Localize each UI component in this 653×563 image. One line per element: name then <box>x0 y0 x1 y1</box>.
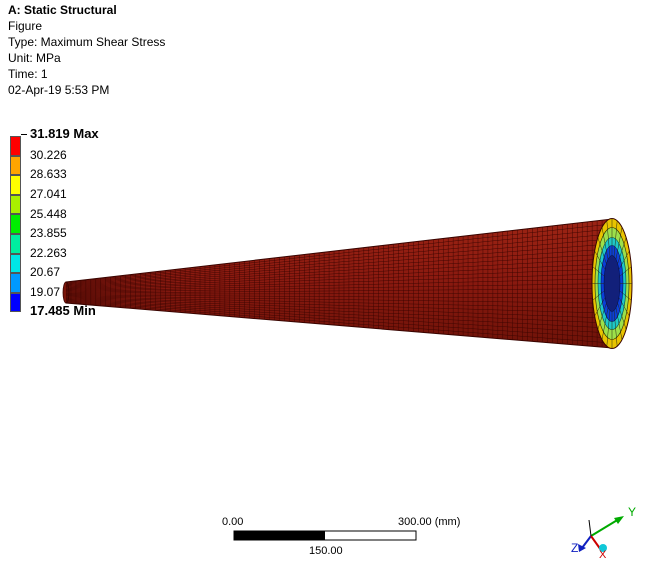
legend-swatch-9 <box>10 292 21 313</box>
legend-level-7: 20.67 <box>30 265 61 279</box>
legend-tick-max <box>21 134 27 135</box>
legend-level-4: 25.448 <box>30 207 67 221</box>
legend-swatch-1 <box>10 136 21 156</box>
mesh-lines <box>66 219 612 348</box>
triad-x-label: X <box>599 549 607 561</box>
result-unit: Unit: MPa <box>8 51 61 65</box>
legend-level-3: 27.041 <box>30 187 67 201</box>
legend-min-label: 17.485 Min <box>30 303 96 318</box>
legend-swatch-6 <box>10 234 21 254</box>
result-timestamp: 02-Apr-19 5:53 PM <box>8 83 110 97</box>
legend-swatch-7 <box>10 253 21 274</box>
scale-right-label: 300.00 (mm) <box>398 516 461 528</box>
result-time: Time: 1 <box>8 67 48 81</box>
legend-level-1: 30.226 <box>30 148 67 162</box>
legend-level-5: 23.855 <box>30 226 67 240</box>
legend-level-6: 22.263 <box>30 246 67 260</box>
tube-end-face <box>591 218 633 349</box>
analysis-title: A: Static Structural <box>8 3 117 17</box>
triad-z-axis <box>581 535 592 549</box>
triad-y-label: Y <box>628 505 637 519</box>
tapered-tube-body[interactable] <box>62 218 613 349</box>
figure-label: Figure <box>8 19 43 33</box>
legend-level-2: 28.633 <box>30 167 67 181</box>
triad-ref-line <box>588 519 592 537</box>
legend-swatch-8 <box>10 273 21 293</box>
legend-swatch-2 <box>10 155 21 176</box>
legend-swatch-3 <box>10 175 21 195</box>
legend-level-8: 19.07 <box>30 285 61 299</box>
end-face-mesh <box>592 218 632 349</box>
legend-swatch-4 <box>10 194 21 215</box>
triad-z-label: Z <box>571 541 579 555</box>
result-header: A: Static Structural Figure Type: Maximu… <box>8 2 165 98</box>
triad-y-axis <box>590 518 620 537</box>
scale-left-label: 0.00 <box>222 516 244 528</box>
legend-swatch-5 <box>10 214 21 234</box>
scale-mid-label: 150.00 <box>309 545 343 557</box>
triad-origin-ball <box>599 544 607 552</box>
result-type: Type: Maximum Shear Stress <box>8 35 166 49</box>
legend-max-label: 31.819 Max <box>30 126 99 141</box>
